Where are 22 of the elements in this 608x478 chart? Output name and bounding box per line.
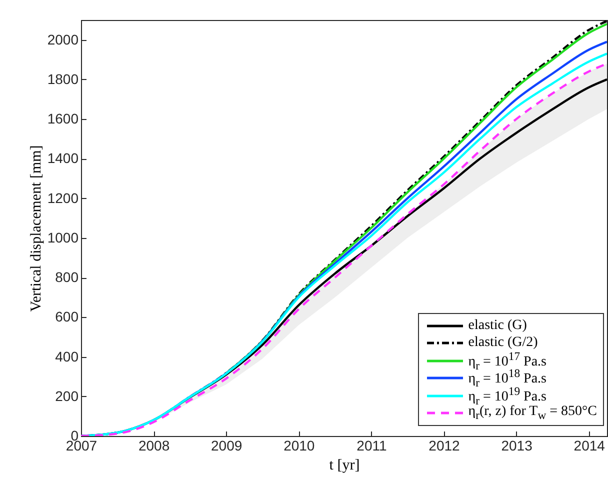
legend-label: η$_{r}$(r, z) for T$_{w}$ = 850°C [468, 404, 597, 422]
y-tick-label: 1200 [47, 190, 79, 206]
legend-label: elastic (G/2) [468, 335, 538, 352]
x-tick-label: 2009 [211, 438, 242, 454]
x-axis-title: t [yr] [329, 458, 360, 474]
x-tick-label: 2013 [501, 438, 533, 454]
x-tick-label: 2011 [356, 438, 387, 454]
x-tick-label: 2012 [428, 438, 460, 454]
x-tick-label: 2010 [284, 438, 315, 454]
y-tick-label: 2000 [47, 31, 79, 48]
y-tick-label: 800 [55, 269, 79, 286]
y-tick-label: 1000 [47, 229, 79, 246]
x-tick-label: 2008 [138, 438, 170, 454]
y-axis-title: Vertical displacement [mm] [28, 145, 44, 312]
y-tick-label: 1600 [47, 110, 79, 127]
y-tick-label: 400 [55, 348, 79, 364]
y-tick-label: 1400 [47, 150, 79, 166]
legend-label: elastic (G) [468, 318, 527, 334]
y-tick-label: 200 [55, 388, 79, 404]
x-tick-label: 2014 [574, 438, 606, 454]
y-tick-label: 600 [55, 308, 79, 325]
y-tick-label: 1800 [47, 70, 79, 87]
